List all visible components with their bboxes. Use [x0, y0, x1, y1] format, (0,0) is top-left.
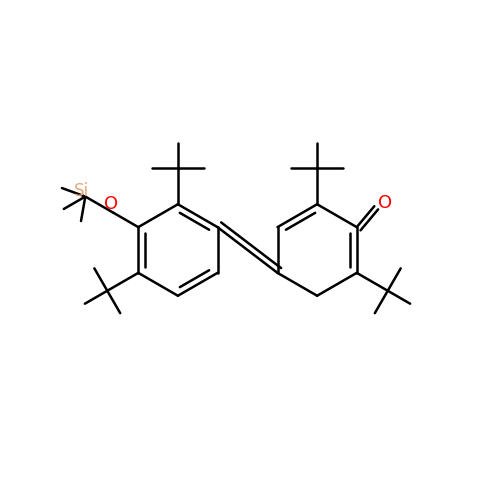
Text: Si: Si — [74, 182, 89, 200]
Text: O: O — [104, 195, 118, 213]
Text: O: O — [378, 194, 392, 212]
